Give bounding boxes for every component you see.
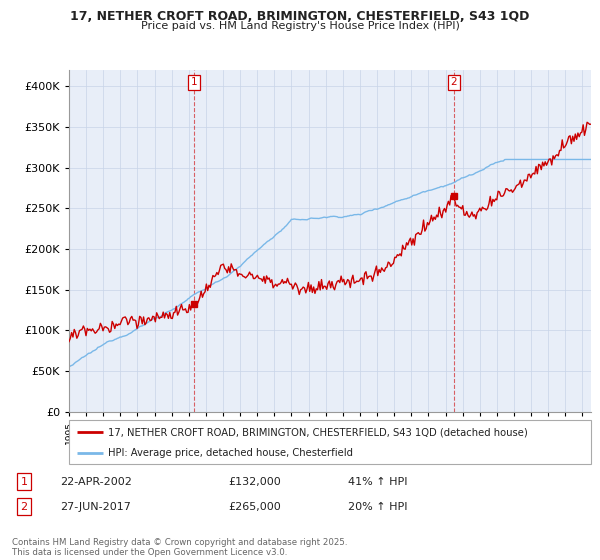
Text: 17, NETHER CROFT ROAD, BRIMINGTON, CHESTERFIELD, S43 1QD (detached house): 17, NETHER CROFT ROAD, BRIMINGTON, CHEST…	[108, 427, 528, 437]
Text: 17, NETHER CROFT ROAD, BRIMINGTON, CHESTERFIELD, S43 1QD: 17, NETHER CROFT ROAD, BRIMINGTON, CHEST…	[70, 10, 530, 23]
FancyBboxPatch shape	[69, 420, 591, 464]
Text: £132,000: £132,000	[228, 477, 281, 487]
Text: 2: 2	[20, 502, 28, 512]
Text: 41% ↑ HPI: 41% ↑ HPI	[348, 477, 407, 487]
Text: 1: 1	[191, 77, 197, 87]
Text: 27-JUN-2017: 27-JUN-2017	[60, 502, 131, 512]
Text: 1: 1	[20, 477, 28, 487]
Text: £265,000: £265,000	[228, 502, 281, 512]
Text: 20% ↑ HPI: 20% ↑ HPI	[348, 502, 407, 512]
Text: HPI: Average price, detached house, Chesterfield: HPI: Average price, detached house, Ches…	[108, 448, 353, 458]
Text: Contains HM Land Registry data © Crown copyright and database right 2025.
This d: Contains HM Land Registry data © Crown c…	[12, 538, 347, 557]
Text: Price paid vs. HM Land Registry's House Price Index (HPI): Price paid vs. HM Land Registry's House …	[140, 21, 460, 31]
Text: 2: 2	[451, 77, 457, 87]
Text: 22-APR-2002: 22-APR-2002	[60, 477, 132, 487]
